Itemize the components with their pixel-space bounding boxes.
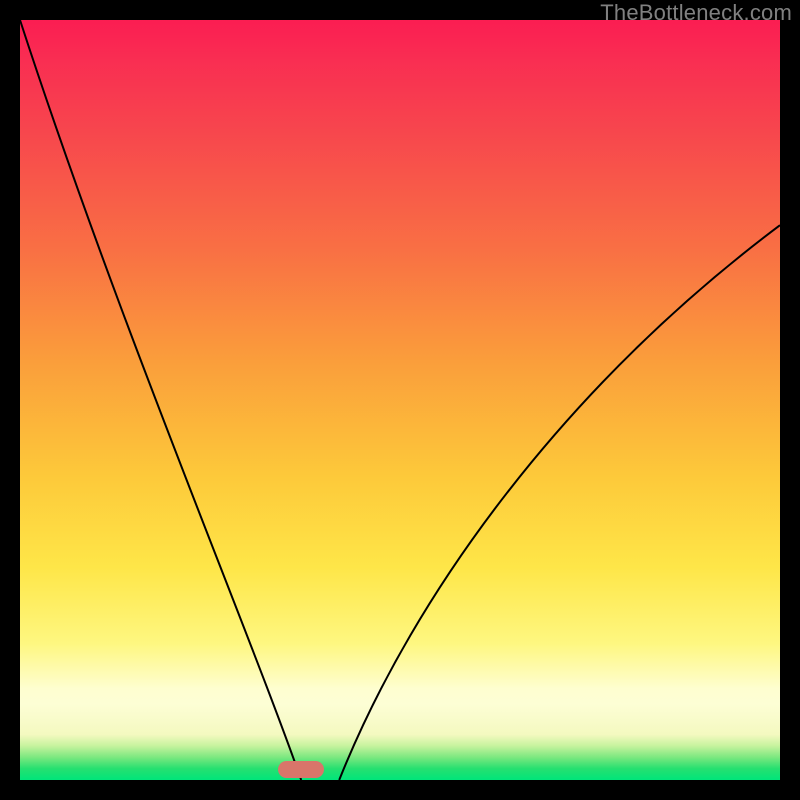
plot-background <box>20 20 780 780</box>
valley-marker <box>278 761 324 778</box>
watermark-text: TheBottleneck.com <box>600 0 792 26</box>
chart-svg <box>0 0 800 800</box>
chart-frame: TheBottleneck.com <box>0 0 800 800</box>
